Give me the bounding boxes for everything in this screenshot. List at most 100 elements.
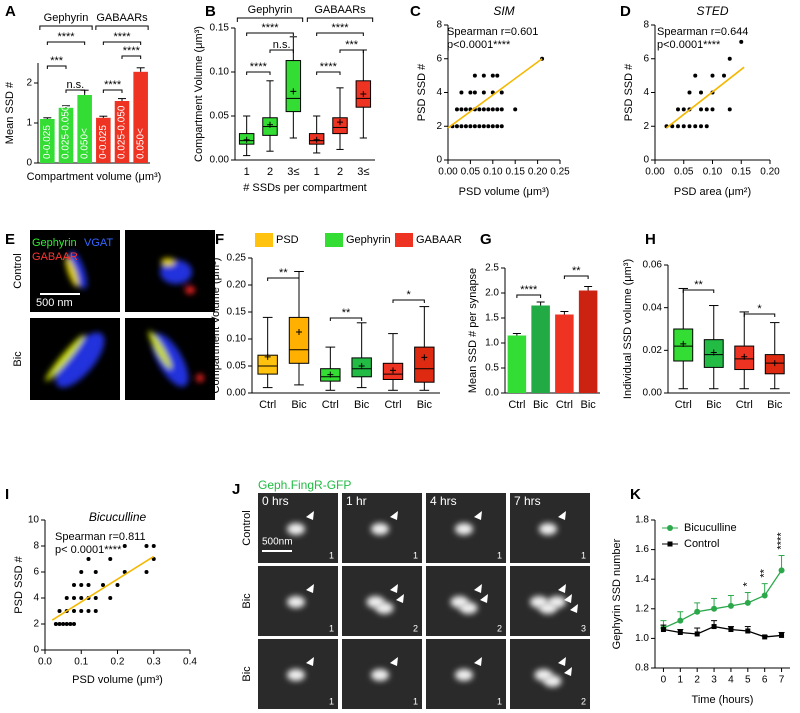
point — [739, 39, 744, 44]
point — [481, 124, 486, 129]
point — [68, 622, 73, 626]
point — [468, 90, 473, 95]
puncta — [459, 602, 478, 614]
point — [744, 599, 751, 606]
y-tick-label: 4 — [436, 87, 442, 98]
x-tick-label: 0 — [661, 675, 667, 686]
y-tick-label: 1.6 — [635, 544, 649, 555]
signal — [45, 251, 204, 388]
count-label: 1 — [581, 550, 586, 560]
point — [144, 544, 149, 548]
y-tick-label: 0.04 — [643, 302, 663, 313]
puncta — [287, 669, 305, 681]
significance-label: **** — [104, 79, 122, 91]
point — [53, 622, 58, 626]
y-tick-label: 0.10 — [227, 334, 247, 345]
x-tick-label: 0.15 — [505, 167, 525, 178]
y-tick-label: 0.15 — [210, 23, 230, 34]
box — [285, 60, 302, 113]
panel-label: F — [215, 231, 224, 248]
panel-label: C — [410, 3, 421, 20]
x-tick-label: 2 — [694, 675, 700, 686]
panel-label: J — [232, 481, 240, 498]
annotation: p<0.0001**** — [657, 39, 721, 51]
y-axis-label: Gephyrin SSD number — [611, 538, 623, 649]
x-tick-label: 0.0 — [38, 657, 52, 668]
count-label: 2 — [581, 696, 586, 706]
group-bracket — [95, 25, 149, 30]
y-axis-label: Mean SSD # per synapse — [467, 268, 479, 393]
y-tick-label: 1.4 — [635, 574, 649, 585]
point — [728, 627, 734, 633]
y-tick-label: 0.25 — [227, 253, 247, 264]
point — [681, 107, 686, 112]
point — [499, 124, 504, 129]
panel-j: J Geph.FingR-GFP Control 0 hrs 1 1 hr 1 4 hrs 1 7… — [232, 478, 590, 709]
y-axis-label: Compartment Volume (μm³) — [193, 26, 205, 162]
point — [79, 583, 84, 587]
significance-bracket — [329, 317, 363, 321]
x-tick-label: Ctrl — [384, 399, 401, 411]
x-tick-label: 4 — [728, 675, 734, 686]
x-tick-label: Bic — [417, 399, 433, 411]
significance-label: *** — [50, 55, 64, 67]
point — [477, 107, 482, 112]
arrowhead — [564, 667, 572, 676]
panel-e: E Gephyrin VGAT GABAAR Control Bic 500 n… — [5, 230, 215, 400]
group-bracket — [306, 17, 374, 22]
point — [115, 583, 120, 587]
group-label: Gephyrin — [44, 12, 89, 24]
y-tick-label: 8 — [436, 20, 442, 31]
y-tick-label: 4 — [33, 593, 39, 604]
x-tick-label: 2 — [337, 166, 343, 178]
point — [486, 107, 491, 112]
arrowhead — [474, 511, 482, 520]
arrowhead — [306, 584, 314, 593]
legend-label: GABAAR — [416, 234, 462, 246]
puncta — [371, 669, 389, 681]
group-bracket — [236, 17, 304, 22]
category-label: 0.025-0.050 — [61, 105, 72, 159]
count-label: 3 — [581, 623, 586, 633]
point — [472, 124, 477, 129]
x-tick-label: Ctrl — [322, 399, 339, 411]
x-axis-label: Time (hours) — [692, 694, 754, 706]
x-tick-label: Bic — [580, 399, 596, 411]
legend-marker — [667, 525, 673, 531]
arrowhead — [390, 511, 398, 520]
row-label: Bic — [12, 351, 24, 367]
point — [779, 632, 785, 638]
y-axis-label: Individual SSD volume (μm³) — [622, 259, 634, 399]
point — [93, 570, 98, 574]
x-tick-label: 0.4 — [183, 657, 197, 668]
y-tick-label: 0 — [436, 155, 442, 166]
y-tick-label: 0.00 — [643, 388, 663, 399]
bar — [133, 71, 148, 163]
point — [61, 622, 66, 626]
puncta — [539, 523, 557, 535]
chart-title: STED — [696, 4, 728, 18]
bar — [114, 101, 130, 163]
arrowhead — [390, 657, 398, 666]
significance-bracket — [246, 71, 271, 75]
x-axis-label: PSD volume (μm³) — [459, 186, 550, 198]
point — [79, 609, 84, 613]
panel-label: E — [5, 231, 15, 248]
y-tick-label: 2 — [436, 121, 442, 132]
point — [727, 107, 732, 112]
panel-label: G — [480, 231, 492, 248]
legend-label: Control — [684, 538, 719, 550]
point — [710, 107, 715, 112]
point — [499, 90, 504, 95]
y-tick-label: 0.00 — [210, 155, 230, 166]
arrowhead — [306, 657, 314, 666]
group-label: Gephyrin — [248, 4, 293, 16]
arrowhead — [570, 604, 578, 613]
column-label: 1 hr — [346, 494, 367, 508]
y-tick-label: 0.06 — [643, 260, 663, 271]
count-label: 1 — [329, 550, 334, 560]
point — [57, 622, 62, 626]
y-tick-label: 10 — [28, 515, 40, 526]
y-tick-label: 8 — [33, 541, 39, 552]
